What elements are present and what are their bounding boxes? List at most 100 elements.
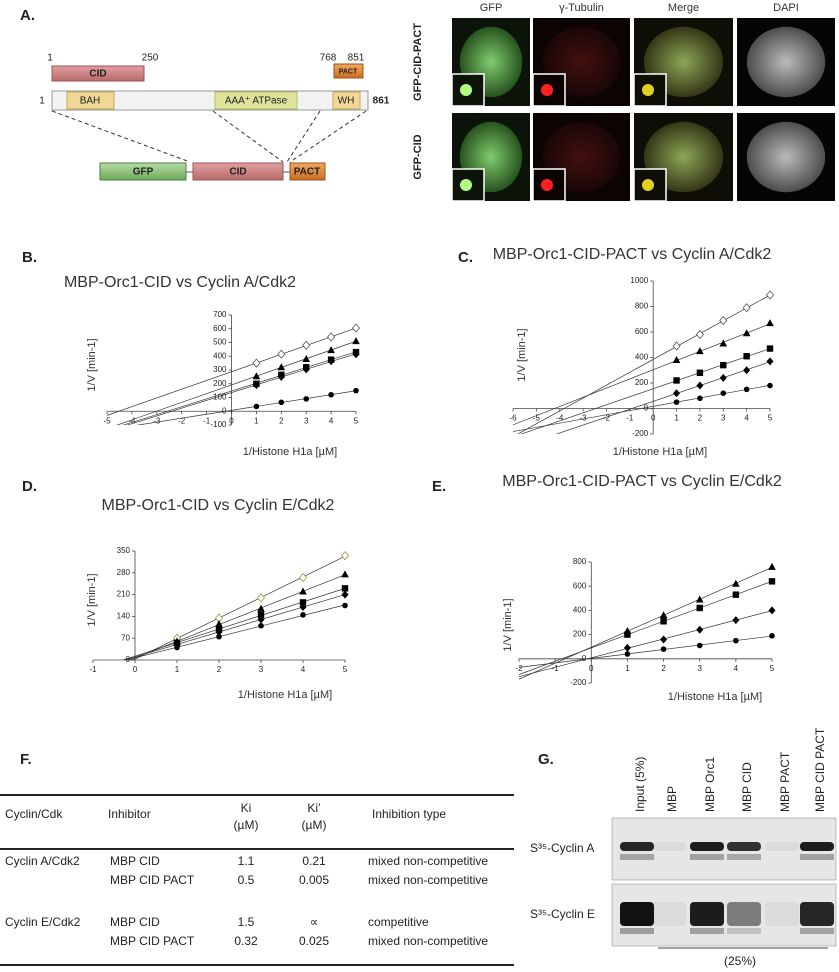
point (258, 622, 264, 629)
y-axis-title: 1/V [min-1] (86, 338, 98, 391)
lane-label: MBP (665, 786, 679, 812)
table-cell: 0.21 (302, 854, 326, 868)
x-tick-label: 1 (175, 665, 180, 674)
point (327, 332, 336, 342)
point (256, 593, 266, 603)
x-tick-label: 3 (697, 664, 702, 673)
point (743, 353, 750, 360)
band-faint (690, 854, 724, 860)
pact-domain (333, 63, 364, 79)
x-tick-label: 4 (329, 416, 334, 425)
y-tick-label: 280 (117, 568, 131, 577)
x-tick-label: -2 (178, 416, 186, 425)
domain-label: CID (229, 167, 246, 178)
point (768, 562, 776, 570)
point (624, 631, 631, 638)
table-cell: 0.5 (238, 873, 255, 887)
inset-spot (642, 84, 654, 96)
point (352, 337, 360, 345)
inset-spot (642, 179, 654, 191)
point (660, 635, 668, 644)
x-tick-label: -3 (580, 414, 588, 423)
point (719, 373, 727, 382)
wh-domain (332, 91, 361, 110)
point (327, 346, 335, 354)
band (652, 842, 686, 851)
point (341, 590, 349, 599)
table-cell: 0.005 (299, 873, 329, 887)
column-header: GFP (480, 2, 503, 14)
point (696, 369, 704, 376)
x-tick-label: 2 (279, 416, 284, 425)
point (277, 363, 286, 371)
table-header: Ki (241, 801, 252, 815)
nucleus (746, 121, 826, 193)
y-tick-label: 400 (635, 353, 649, 362)
point (697, 395, 703, 402)
point (719, 315, 728, 326)
y-tick-label: 300 (213, 365, 227, 374)
point (624, 651, 631, 657)
point (341, 585, 349, 592)
band (690, 842, 724, 851)
point (696, 604, 703, 612)
x-tick-label: 0 (229, 416, 234, 425)
band (727, 842, 761, 851)
y-tick-label: 0 (644, 404, 649, 413)
y-tick-label: 200 (573, 630, 587, 639)
fit-line (517, 294, 771, 434)
panel-label: A. (20, 7, 35, 24)
row-label: GFP-CID (412, 134, 424, 179)
table-unit: (µM) (302, 818, 327, 832)
point (660, 618, 667, 625)
point (768, 606, 776, 615)
y-tick-label: 600 (635, 327, 649, 336)
point (696, 642, 703, 649)
fit-line (126, 353, 357, 425)
point (302, 355, 310, 362)
table-cell: MBP CID PACT (110, 934, 195, 948)
blot-label: S³⁵-Cyclin A (530, 841, 594, 855)
panel-label: F. (20, 751, 32, 768)
table-cell: ∝ (310, 915, 319, 929)
band-faint (800, 854, 834, 860)
panel-f: F. Cyclin/Cdk Inhibitor Ki Ki’ Inhibition ty… (0, 751, 514, 966)
table-cell: MBP CID PACT (110, 873, 195, 887)
x-tick-label: -6 (509, 414, 517, 423)
panel-g: G. (25%) Input (5%) MBP MBP Orc1 MBP CID MBP… (530, 727, 837, 968)
mapping-lines (51, 110, 367, 163)
table-header: Inhibition type (372, 807, 446, 821)
panel-label: B. (22, 249, 37, 266)
fit-line (519, 610, 773, 678)
point (732, 591, 740, 598)
inset-spot (541, 179, 553, 191)
point (673, 399, 680, 405)
x-tick-label: 4 (744, 414, 749, 423)
x-tick-label: 0 (589, 664, 594, 673)
x-tick-label: 1 (674, 414, 679, 423)
y-tick-label: 200 (213, 379, 227, 388)
point (742, 303, 751, 313)
y-tick-label: -100 (210, 420, 227, 429)
band (620, 842, 654, 851)
fit-line (513, 323, 771, 426)
y-tick-label: 600 (213, 324, 227, 333)
pact-domain (289, 162, 326, 181)
point (299, 603, 307, 612)
x-axis-title: 1/Histone H1a [µM] (613, 446, 707, 458)
bah-domain (66, 91, 115, 110)
point (340, 551, 350, 561)
domain-label: PACT (294, 167, 320, 178)
band-faint (690, 928, 724, 934)
band (800, 842, 834, 851)
y-tick-label: 0 (582, 654, 587, 663)
x-axis-title: 1/Histone H1a [µM] (668, 691, 762, 703)
x-tick-label: -1 (89, 665, 97, 674)
y-tick-label: 350 (117, 546, 131, 555)
y-tick-label: 140 (117, 612, 131, 621)
x-tick-label: -1 (203, 416, 211, 425)
y-axis-title: 1/V [min-1] (502, 598, 514, 651)
x-tick-label: -1 (552, 664, 560, 673)
chart: E. MBP-Orc1-CID-PACT vs Cyclin E/Cdk2 1/Hi… (432, 473, 782, 703)
y-tick-label: -200 (570, 678, 587, 687)
